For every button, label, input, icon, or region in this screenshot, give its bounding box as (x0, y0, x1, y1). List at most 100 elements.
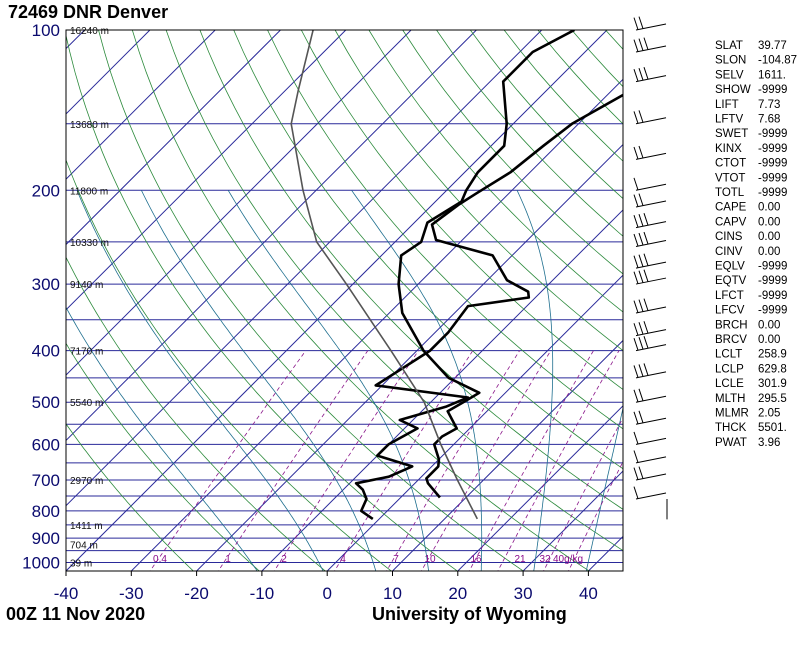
mixing-ratio-labels: 0.4 1 2 4 7 10 16 21 32 40g/kg (153, 554, 583, 565)
barb-staff (635, 437, 667, 445)
height-label: 10330 m (70, 238, 109, 249)
height-label: 5540 m (70, 398, 103, 409)
dry-adiabat (300, 30, 623, 390)
barb-staff (635, 344, 667, 352)
index-value: 0.00 (758, 246, 780, 258)
barb-flag (638, 110, 644, 123)
index-key: SHOW (715, 84, 751, 96)
barb-flag (643, 253, 649, 266)
station-title: 72469 DNR Denver (8, 2, 168, 22)
moist-adiabat (516, 190, 554, 571)
index-value: -9999 (758, 187, 787, 199)
wind-barb (633, 177, 667, 191)
barb-flag (633, 338, 639, 351)
wind-barb (633, 37, 667, 53)
wind-barb (633, 466, 667, 481)
index-value: 5501. (758, 422, 787, 434)
dry-adiabat (402, 30, 623, 275)
isotherm (66, 30, 151, 115)
index-value: -9999 (758, 290, 787, 302)
plot-frame (65, 29, 624, 572)
isotherm (326, 274, 623, 571)
x-tick-label: -40 (54, 584, 79, 603)
pressure-label: 500 (32, 393, 60, 412)
barb-flag (638, 16, 644, 29)
barb-flag (633, 389, 639, 402)
mixing-ratio-label: 1 (225, 554, 231, 565)
isotherm (391, 339, 623, 571)
index-value: 39.77 (758, 40, 787, 52)
moist-adiabat (351, 190, 483, 571)
isotherm (457, 405, 623, 571)
barb-staff (635, 306, 667, 314)
height-label: 7170 m (70, 347, 103, 358)
barb-staff (635, 75, 667, 83)
barb-staff (635, 152, 667, 160)
index-value: 258.9 (758, 349, 787, 361)
pressure-label: 200 (32, 181, 60, 200)
x-tick-label: 10 (383, 584, 402, 603)
barb-flag (633, 486, 639, 499)
barb-flag (638, 254, 644, 267)
pressure-label: 600 (32, 435, 60, 454)
index-value: 7.68 (758, 114, 780, 126)
index-key: MLMR (715, 408, 749, 420)
wind-barb (633, 336, 667, 352)
barb-flag (633, 146, 639, 160)
parcel-line (290, 30, 479, 520)
barb-staff (635, 117, 667, 125)
index-key: TOTL (715, 187, 745, 199)
barb-staff (635, 492, 667, 500)
barb-staff (635, 329, 667, 337)
height-label: 39 m (70, 559, 92, 570)
barb-flag (633, 467, 639, 480)
barb-flag (643, 336, 649, 349)
index-value: 0.00 (758, 231, 780, 243)
barb-flag (633, 17, 639, 30)
mixing-ratio-label: 21 (514, 554, 526, 565)
mixing-ratio-line (497, 350, 620, 571)
barb-staff (635, 417, 667, 425)
index-key: BRCH (715, 319, 748, 331)
barb-flag (638, 337, 644, 350)
index-value: 629.8 (758, 363, 787, 375)
index-key: LFCT (715, 290, 744, 302)
dry-adiabat (66, 423, 194, 571)
mixing-ratio-line (568, 460, 623, 571)
index-key: BRCV (715, 334, 747, 346)
x-tick-label: 0 (322, 584, 331, 603)
temperature-line (354, 93, 623, 520)
mixing-ratio-label: 16 (470, 554, 482, 565)
barb-staff (635, 456, 667, 464)
wind-barb (633, 253, 667, 269)
mixing-ratio-label: 10 (424, 554, 436, 565)
dry-adiabat (233, 30, 623, 470)
barb-staff (635, 473, 667, 481)
wind-barb (633, 16, 667, 31)
index-key: SELV (715, 69, 744, 81)
mixing-ratio-label: 40g/kg (553, 554, 583, 565)
mixing-ratio-line (217, 350, 369, 571)
index-key: CAPV (715, 216, 747, 228)
mixing-ratio-line (386, 350, 520, 571)
index-value: 2.05 (758, 408, 780, 420)
index-value: 301.9 (758, 378, 787, 390)
barb-flag (633, 69, 639, 82)
isotherm (522, 470, 623, 571)
pressure-label: 300 (32, 275, 60, 294)
index-key: PWAT (715, 437, 747, 449)
barb-flag (633, 323, 639, 336)
barb-flag (633, 271, 639, 284)
barb-flag (633, 255, 639, 268)
barb-flag (638, 299, 644, 312)
isotherm (66, 30, 347, 311)
barb-flag (633, 233, 639, 247)
index-value: 1611. (758, 69, 786, 81)
index-key: MLTH (715, 393, 745, 405)
height-label: 9140 m (70, 280, 103, 291)
dry-adiabat (368, 30, 623, 313)
index-key: EQTV (715, 275, 747, 287)
mixing-ratio-label: 32 (539, 554, 551, 565)
mixing-ratio-line (468, 350, 594, 571)
index-key: CINV (715, 246, 743, 258)
